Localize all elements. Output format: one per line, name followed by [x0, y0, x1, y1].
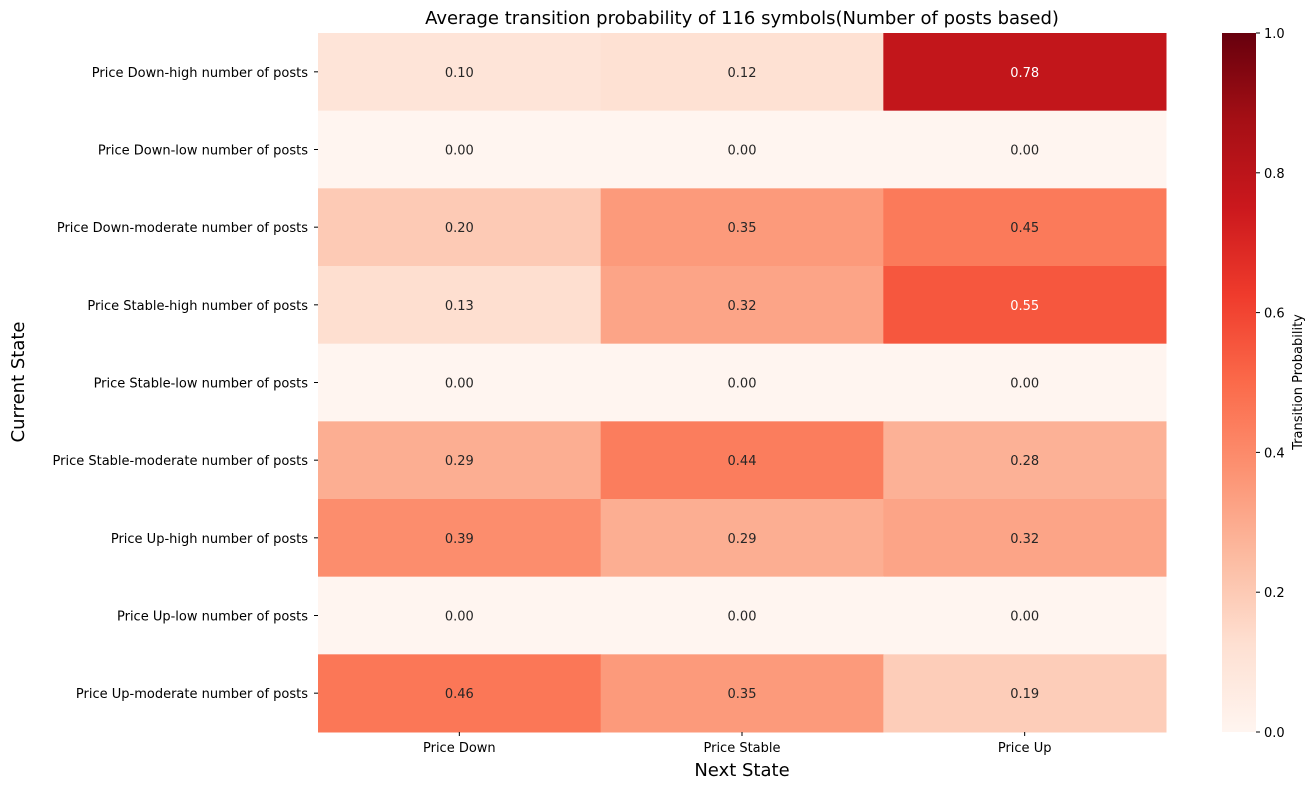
heatmap-cell — [883, 266, 1167, 345]
cell-value-label: 0.55 — [1010, 299, 1039, 314]
heatmap-cell — [883, 188, 1167, 267]
cell-value-label: 0.39 — [445, 532, 474, 547]
y-tick-label: Price Up-high number of posts — [111, 532, 308, 547]
colorbar-label: Transition Probability — [1291, 314, 1306, 451]
cell-value-label: 0.28 — [1010, 454, 1039, 469]
cell-value-label: 0.44 — [728, 454, 757, 469]
cell-value-label: 0.00 — [1010, 377, 1039, 392]
cell-value-label: 0.10 — [445, 66, 474, 81]
colorbar-tick-label: 1.0 — [1264, 27, 1285, 42]
heatmap-cell — [600, 188, 884, 267]
cell-value-label: 0.20 — [445, 221, 474, 236]
heatmap-cell — [883, 110, 1167, 189]
heatmap-cell — [318, 343, 602, 422]
cell-value-label: 0.00 — [445, 377, 474, 392]
heatmap-cell — [600, 33, 884, 112]
heatmap-cell — [600, 110, 884, 189]
heatmap-cell — [318, 654, 602, 733]
cell-value-label: 0.35 — [728, 687, 757, 702]
cell-value-label: 0.32 — [728, 299, 757, 314]
cell-value-label: 0.00 — [445, 610, 474, 625]
cell-value-label: 0.00 — [728, 377, 757, 392]
x-tick-label: Price Stable — [703, 741, 780, 756]
y-tick-label: Price Stable-moderate number of posts — [53, 454, 309, 469]
heatmap-cell — [318, 110, 602, 189]
cell-value-label: 0.45 — [1010, 221, 1039, 236]
colorbar-tick-label: 0.4 — [1264, 446, 1285, 461]
heatmap-cell — [600, 654, 884, 733]
heatmap-cell — [883, 576, 1167, 655]
colorbar-gradient — [1222, 33, 1256, 732]
colorbar-ticks: 0.0 0.2 0.4 0.6 0.8 1.0 — [1256, 27, 1285, 741]
heatmap-cell — [600, 576, 884, 655]
heatmap-cell — [600, 421, 884, 500]
heatmap-cell — [318, 188, 602, 267]
colorbar-tick-label: 0.2 — [1264, 586, 1285, 601]
heatmap-cell — [883, 33, 1167, 112]
y-tick-label: Price Up-low number of posts — [117, 610, 308, 625]
heatmap-cell — [883, 654, 1167, 733]
cell-value-label: 0.32 — [1010, 532, 1039, 547]
heatmap-cell — [318, 266, 602, 345]
cell-value-label: 0.00 — [728, 610, 757, 625]
x-tick-label: Price Up — [998, 741, 1052, 756]
cell-value-label: 0.19 — [1010, 687, 1039, 702]
cell-value-label: 0.29 — [728, 532, 757, 547]
colorbar: 0.0 0.2 0.4 0.6 0.8 1.0 Transition Probabilit… — [1222, 27, 1306, 741]
heatmap-cell — [883, 343, 1167, 422]
heatmap-cell-labels: 0.10 0.12 0.78 0.00 0.00 0.00 0.20 0.35 0.45 0.13… — [445, 66, 1039, 702]
cell-value-label: 0.78 — [1010, 66, 1039, 81]
x-tick-label: Price Down — [423, 741, 496, 756]
heatmap-cell — [883, 499, 1167, 578]
heatmap-cell — [318, 33, 602, 112]
chart-title: Average transition probability of 116 sy… — [425, 8, 1059, 29]
cell-value-label: 0.12 — [728, 66, 757, 81]
cell-value-label: 0.00 — [1010, 610, 1039, 625]
heatmap-cell — [318, 421, 602, 500]
y-tick-label: Price Down-moderate number of posts — [57, 221, 308, 236]
colorbar-tick-label: 0.8 — [1264, 167, 1285, 182]
y-tick-label: Price Up-moderate number of posts — [76, 687, 308, 702]
colorbar-tick-label: 0.6 — [1264, 307, 1285, 322]
y-tick-label: Price Stable-high number of posts — [87, 299, 308, 314]
heatmap-cell — [600, 499, 884, 578]
heatmap-cell — [883, 421, 1167, 500]
cell-value-label: 0.35 — [728, 221, 757, 236]
cell-value-label: 0.46 — [445, 687, 474, 702]
cell-value-label: 0.00 — [1010, 144, 1039, 159]
heatmap-cells — [318, 33, 1167, 733]
y-axis-ticks: Price Down-high number of posts Price Dow… — [53, 66, 318, 702]
heatmap-cell — [318, 576, 602, 655]
x-axis-ticks: Price Down Price Stable Price Up — [423, 732, 1051, 756]
cell-value-label: 0.29 — [445, 454, 474, 469]
cell-value-label: 0.13 — [445, 299, 474, 314]
heatmap-cell — [318, 499, 602, 578]
y-tick-label: Price Down-high number of posts — [92, 66, 308, 81]
y-tick-label: Price Stable-low number of posts — [94, 377, 309, 392]
colorbar-tick-label: 0.0 — [1264, 726, 1285, 741]
x-axis-label: Next State — [694, 760, 789, 781]
y-tick-label: Price Down-low number of posts — [98, 144, 308, 159]
y-axis-label: Current State — [8, 322, 29, 443]
heatmap-cell — [600, 343, 884, 422]
heatmap-cell — [600, 266, 884, 345]
cell-value-label: 0.00 — [728, 144, 757, 159]
cell-value-label: 0.00 — [445, 144, 474, 159]
